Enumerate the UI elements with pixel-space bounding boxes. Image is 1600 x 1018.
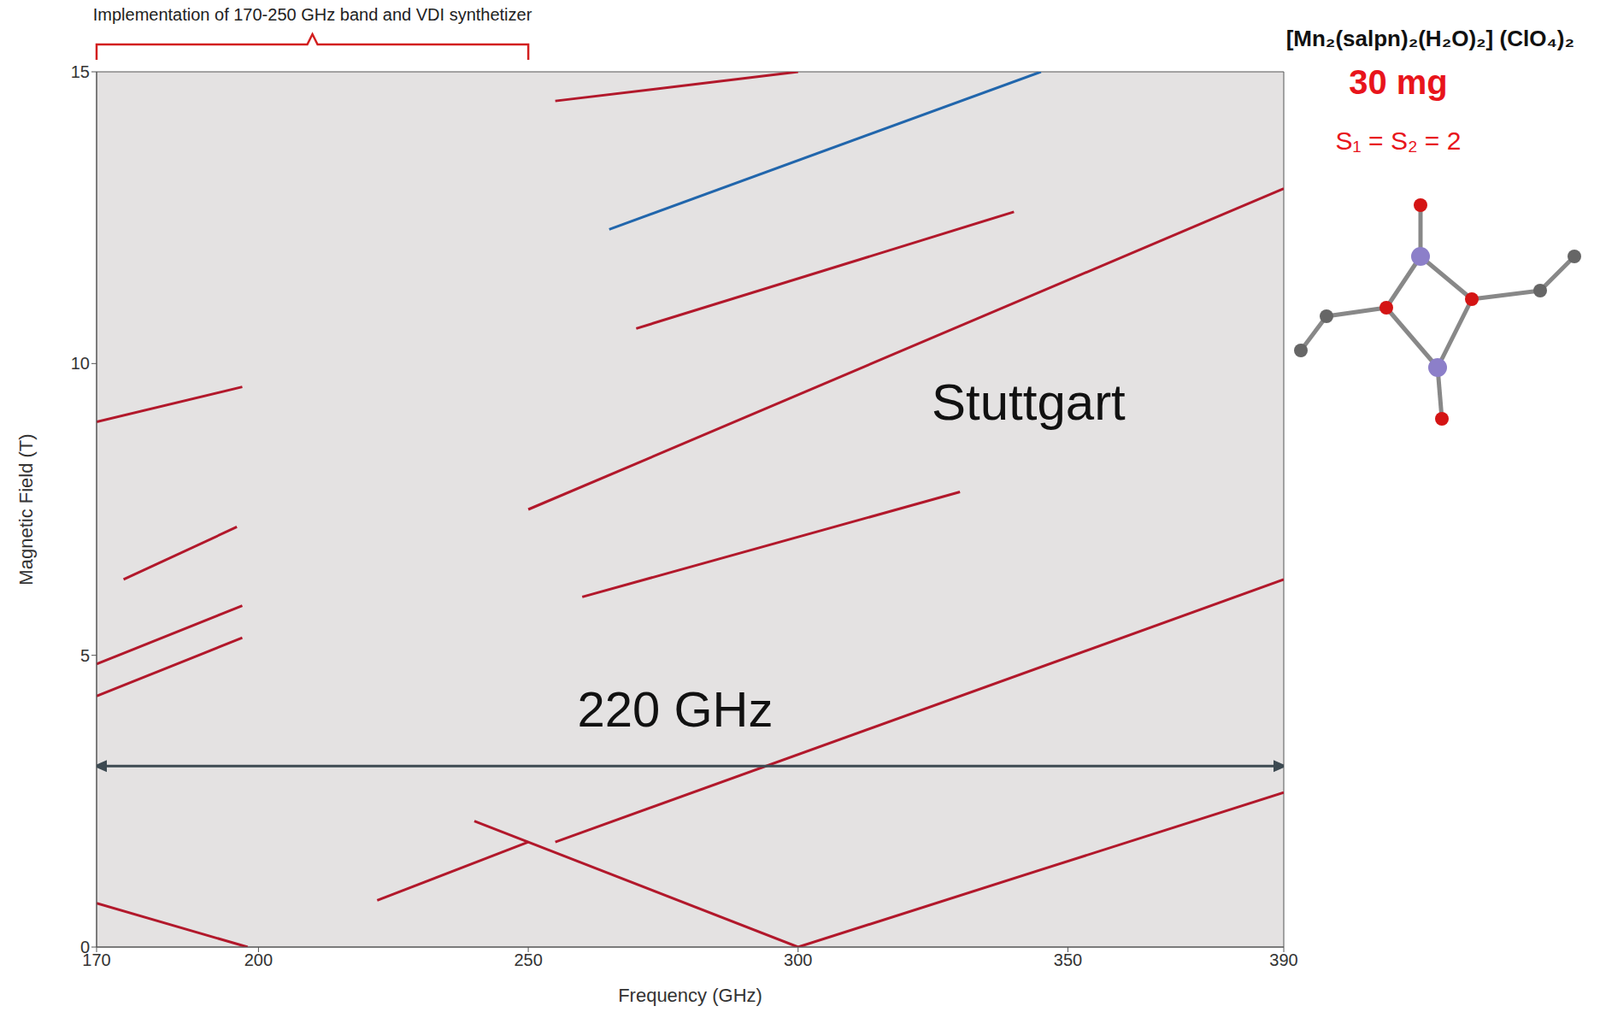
svg-text:200: 200 [244, 950, 273, 970]
html-text:30 mg: 30 mg [1348, 63, 1448, 101]
html-text:Implementation of 170-250 GHz: Implementation of 170-250 GHz band and V… [92, 5, 532, 24]
svg-text:5: 5 [80, 646, 90, 665]
html-text:[Mn₂(salpn)₂(H₂O)₂] (ClO₄)₂: [Mn₂(salpn)₂(H₂O)₂] (ClO₄)₂ [1286, 25, 1575, 52]
svg-text:170: 170 [82, 950, 111, 970]
svg-text:Frequency (GHz): Frequency (GHz) [617, 984, 763, 1006]
svg-text:10: 10 [70, 353, 90, 373]
html-text:S₁ = S₂ = 2: S₁ = S₂ = 2 [1335, 126, 1462, 155]
svg-text:Magnetic Field (T): Magnetic Field (T) [15, 433, 37, 585]
svg-text:250: 250 [513, 950, 542, 970]
svg-text:0: 0 [80, 937, 90, 957]
svg-text:350: 350 [1053, 950, 1083, 970]
svg-text:15: 15 [70, 62, 90, 82]
html-text:220 GHz: 220 GHz [577, 681, 773, 737]
svg-text:300: 300 [783, 950, 812, 970]
svg-text:390: 390 [1269, 950, 1298, 970]
html-text:Stuttgart: Stuttgart [931, 373, 1126, 431]
